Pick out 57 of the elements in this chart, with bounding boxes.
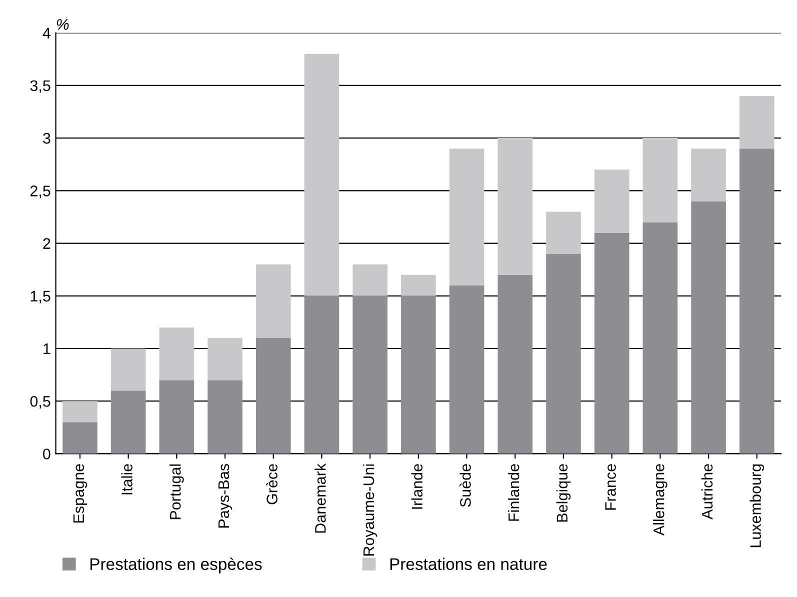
bar [159,380,194,454]
bar [449,285,484,454]
bar [739,96,774,149]
x-tick-label: Portugal [170,464,184,520]
legend-label: Prestations en espèces [90,558,262,574]
bar [401,274,436,296]
legend-label: Prestations en nature [390,558,547,570]
x-tick-label: Royaume-Uni [362,464,378,556]
bar [304,54,340,296]
y-tick-label: 0 [43,448,50,460]
x-tick-label: Suède [459,464,471,507]
y-tick-label: 2 [43,238,50,249]
y-tick-label: 3,5 [30,80,50,93]
bar [449,148,484,286]
bar [62,401,98,422]
bar [304,296,340,454]
y-tick-label: 1 [44,344,50,354]
bar [642,138,678,222]
bar [498,274,533,454]
y-tick-label: 2,5 [30,186,50,198]
bar [110,348,146,391]
y-tick-label: 1,5 [30,290,50,304]
x-tick-label: Luxembourg [750,464,764,548]
bar [159,327,194,380]
bar [546,254,581,454]
bar [739,148,774,454]
bar [352,296,388,454]
x-tick-label: Danemark [314,463,326,533]
bar [642,222,678,454]
bar [352,264,388,296]
bar [256,338,291,454]
x-tick-label: Finlande [508,464,520,521]
bar [62,422,98,454]
y-tick-label: 0,5 [30,396,50,409]
bar [208,380,242,454]
x-tick-label: Irlande [411,464,423,509]
bar [546,212,581,254]
x-tick-label: Autriche [701,464,713,520]
x-tick-label: Allemagne [653,464,668,536]
x-tick-label: Belgique [556,464,571,522]
y-tick-label: 4 [42,28,50,38]
y-axis-title: % [56,19,69,30]
bar [256,264,291,338]
bar [498,138,533,275]
x-tick-label: France [605,464,616,510]
bar [401,296,436,454]
x-tick-label: Grèce [266,464,278,504]
x-tick-label: Espagne [73,464,88,522]
bar [691,148,726,202]
bar [594,170,630,233]
bar [691,201,726,454]
bar [208,338,242,380]
x-tick-label: Italie [121,464,132,494]
bar [110,390,146,454]
x-tick-label: Pays-Bas [218,464,232,528]
y-tick-label: 3 [43,132,50,144]
bar [594,232,630,454]
